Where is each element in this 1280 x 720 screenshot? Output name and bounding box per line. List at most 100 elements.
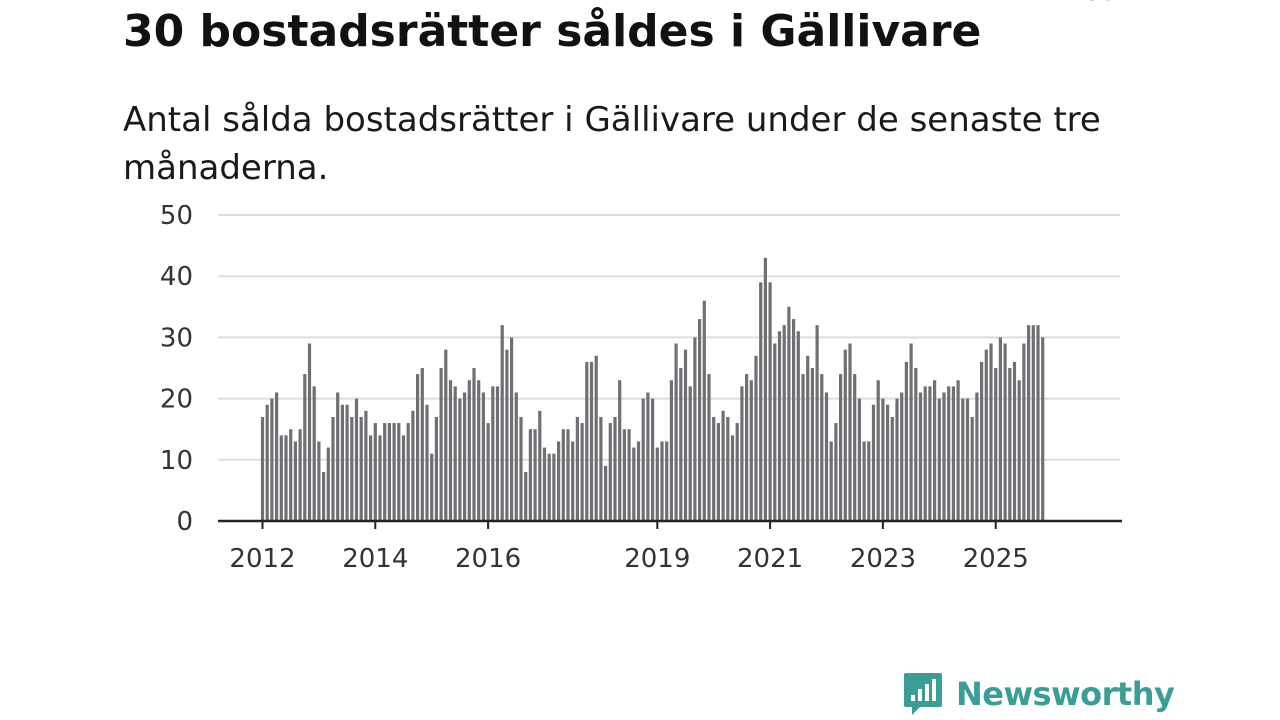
bar [439, 368, 443, 521]
bar [867, 441, 871, 521]
bar [956, 380, 960, 521]
bar [359, 416, 363, 521]
bar [425, 404, 429, 521]
bar [909, 343, 913, 521]
bar [796, 331, 800, 521]
bar [726, 416, 730, 521]
bar [627, 429, 631, 521]
bar [782, 325, 786, 521]
bar [354, 398, 359, 521]
bar [773, 343, 777, 521]
bar [345, 404, 349, 521]
bar [444, 349, 448, 521]
bar [557, 441, 561, 521]
bar [735, 423, 739, 521]
bar [961, 398, 965, 521]
bar [604, 465, 608, 521]
bar [448, 380, 453, 521]
bar [1003, 343, 1007, 521]
annotations: 30 [1085, 0, 1116, 6]
bar [1012, 361, 1017, 521]
bar [500, 325, 504, 521]
bar [505, 349, 509, 521]
bar [698, 319, 702, 521]
bar [580, 423, 584, 521]
bar [792, 319, 796, 521]
y-axis-ticks: 0 10 20 30 40 50 [160, 201, 193, 537]
bar [862, 441, 866, 521]
bar [401, 435, 406, 521]
bar [994, 368, 998, 521]
bar [928, 386, 932, 521]
bar [322, 472, 326, 521]
bar [763, 257, 767, 521]
bar [397, 423, 401, 521]
bar [293, 441, 297, 521]
bar [528, 429, 532, 521]
bar [373, 423, 377, 521]
last-value-label: 30 [1085, 0, 1116, 6]
bar [641, 398, 645, 521]
bar [683, 349, 688, 521]
bar [575, 416, 579, 521]
bar [1036, 325, 1040, 521]
x-tick-label: 2019 [624, 544, 690, 574]
bar [759, 282, 763, 521]
bar [787, 306, 791, 521]
bar [495, 386, 500, 521]
bar [801, 374, 805, 521]
bar [660, 441, 664, 521]
bar [260, 416, 265, 521]
bar [542, 447, 547, 521]
bar [947, 386, 951, 521]
x-tick-label: 2021 [737, 544, 803, 574]
bar [1008, 368, 1012, 521]
bar [514, 392, 518, 521]
bar [824, 392, 829, 521]
y-tick-label: 30 [160, 323, 193, 353]
bar [636, 441, 641, 521]
bar [918, 392, 923, 521]
x-axis-ticks: 2012 2014 2016 2019 2021 2023 2025 [229, 521, 1029, 574]
bar [876, 380, 880, 521]
y-tick-label: 40 [160, 262, 193, 292]
bar [298, 429, 302, 521]
bar [599, 416, 603, 521]
bar [998, 337, 1002, 521]
bar [312, 386, 316, 521]
bar [383, 423, 387, 521]
bar [289, 429, 293, 521]
chart-title: 30 bostadsrätter såldes i Gällivare [123, 6, 982, 57]
bar [510, 337, 514, 521]
bar [524, 472, 528, 521]
bar [265, 404, 269, 521]
bar [613, 416, 617, 521]
bar [326, 447, 330, 521]
bar [303, 374, 307, 521]
bar [749, 380, 753, 521]
bar [669, 380, 673, 521]
bar [980, 361, 984, 521]
bar [881, 398, 885, 521]
x-tick-label: 2016 [455, 544, 521, 574]
bar [730, 435, 735, 521]
bar [871, 404, 876, 521]
bar [895, 398, 899, 521]
bar [566, 429, 570, 521]
bar [712, 416, 716, 521]
bar [674, 343, 678, 521]
bar [853, 374, 857, 521]
bar [594, 355, 598, 521]
bar [491, 386, 495, 521]
bar [547, 453, 551, 521]
y-tick-label: 50 [160, 201, 193, 231]
bar [519, 416, 523, 521]
bar [951, 386, 955, 521]
bar [890, 416, 894, 521]
bar [937, 398, 941, 521]
y-tick-label: 20 [160, 385, 193, 415]
bar [745, 374, 749, 521]
bar [651, 398, 655, 521]
bar [350, 416, 354, 521]
bar [1022, 343, 1026, 521]
